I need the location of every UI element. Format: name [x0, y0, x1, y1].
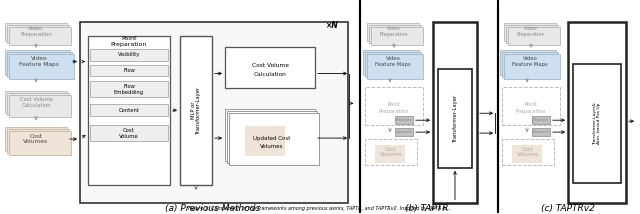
Bar [532, 128, 550, 136]
Bar [395, 116, 413, 124]
Bar [367, 54, 423, 79]
Bar [5, 23, 67, 41]
Bar [500, 50, 556, 76]
Bar [227, 111, 317, 163]
Text: Preparation: Preparation [111, 42, 147, 47]
Bar [506, 25, 558, 43]
Text: Cost
Volumes: Cost Volumes [380, 147, 403, 157]
Text: Volumes: Volumes [260, 144, 284, 149]
Bar [88, 36, 170, 185]
Bar [7, 93, 69, 115]
Bar [225, 47, 315, 88]
Bar [502, 52, 558, 77]
Bar [573, 64, 621, 183]
Bar [508, 27, 560, 45]
Text: Transformer-Layer&
Attn.-based Pos Up: Transformer-Layer& Attn.-based Pos Up [593, 102, 602, 144]
Text: Content: Content [118, 108, 140, 113]
Bar [365, 87, 423, 125]
Text: (b) TAPTR: (b) TAPTR [405, 204, 449, 213]
Bar [225, 109, 315, 161]
Bar [9, 131, 71, 155]
Bar [9, 95, 71, 117]
Bar [512, 145, 542, 163]
Bar [5, 91, 67, 113]
Text: Video
Preparation: Video Preparation [20, 26, 52, 37]
Bar [90, 125, 168, 141]
Text: Video
Preparation: Video Preparation [516, 26, 545, 37]
Bar [504, 54, 560, 79]
Bar [9, 54, 74, 79]
Text: Position: Position [396, 118, 412, 122]
Bar [369, 25, 421, 43]
Bar [80, 22, 348, 203]
Text: Preparation: Preparation [516, 109, 547, 114]
Text: Flow: Flow [123, 68, 135, 73]
Text: Video
Preparation: Video Preparation [380, 26, 408, 37]
Text: Content: Content [533, 130, 549, 134]
Bar [7, 25, 69, 43]
Text: Video
Feature Maps: Video Feature Maps [19, 56, 59, 67]
Bar [245, 126, 285, 156]
Text: Point: Point [524, 102, 538, 107]
Text: Figure 1: Comparison of the frameworks among previous works, TAPTR, and TAPTRv2.: Figure 1: Comparison of the frameworks a… [189, 206, 451, 211]
Bar [90, 49, 168, 61]
Bar [180, 36, 212, 185]
Text: (c) TAPTRv2: (c) TAPTRv2 [541, 204, 595, 213]
Bar [363, 50, 419, 76]
Text: Cost
Volumes: Cost Volumes [24, 134, 49, 144]
Text: ×N: ×N [325, 21, 338, 30]
Bar [532, 116, 550, 124]
Text: Position: Position [533, 118, 549, 122]
Bar [504, 23, 556, 41]
Text: Point: Point [387, 102, 401, 107]
Bar [5, 50, 70, 76]
Bar [367, 23, 419, 41]
Text: Cost
Volume: Cost Volume [119, 128, 139, 138]
Text: Video
Feature Maps: Video Feature Maps [375, 56, 411, 67]
Text: Updated Cost: Updated Cost [253, 136, 291, 141]
Text: Content: Content [396, 130, 412, 134]
Bar [5, 127, 67, 151]
Bar [90, 65, 168, 76]
Text: (a) Previous Methods: (a) Previous Methods [165, 204, 260, 213]
Text: Cost
Volumes: Cost Volumes [516, 147, 540, 157]
Text: Calculation: Calculation [253, 72, 286, 77]
Text: Transformer-Layer: Transformer-Layer [452, 94, 458, 142]
Text: Cost Volume
Calculation: Cost Volume Calculation [19, 97, 52, 108]
Bar [90, 82, 168, 97]
Text: MLP or
Transformer-Layer: MLP or Transformer-Layer [191, 86, 202, 134]
Bar [7, 129, 69, 153]
Bar [90, 104, 168, 116]
Bar [375, 145, 405, 163]
Bar [371, 27, 423, 45]
Text: Cost Volume: Cost Volume [252, 63, 289, 68]
Text: Preparation: Preparation [379, 109, 410, 114]
Text: Video
Feature Maps: Video Feature Maps [512, 56, 548, 67]
Bar [365, 52, 421, 77]
Bar [433, 22, 477, 203]
Bar [395, 128, 413, 136]
Bar [502, 87, 560, 125]
Bar [438, 68, 472, 168]
Bar [7, 52, 72, 77]
Text: Point: Point [121, 36, 137, 41]
Bar [568, 22, 626, 203]
Bar [229, 113, 319, 165]
Bar [502, 139, 554, 165]
Text: Visibility: Visibility [118, 52, 140, 57]
Bar [365, 139, 417, 165]
Bar [9, 27, 71, 45]
Text: Flow
Embedding: Flow Embedding [114, 84, 144, 95]
